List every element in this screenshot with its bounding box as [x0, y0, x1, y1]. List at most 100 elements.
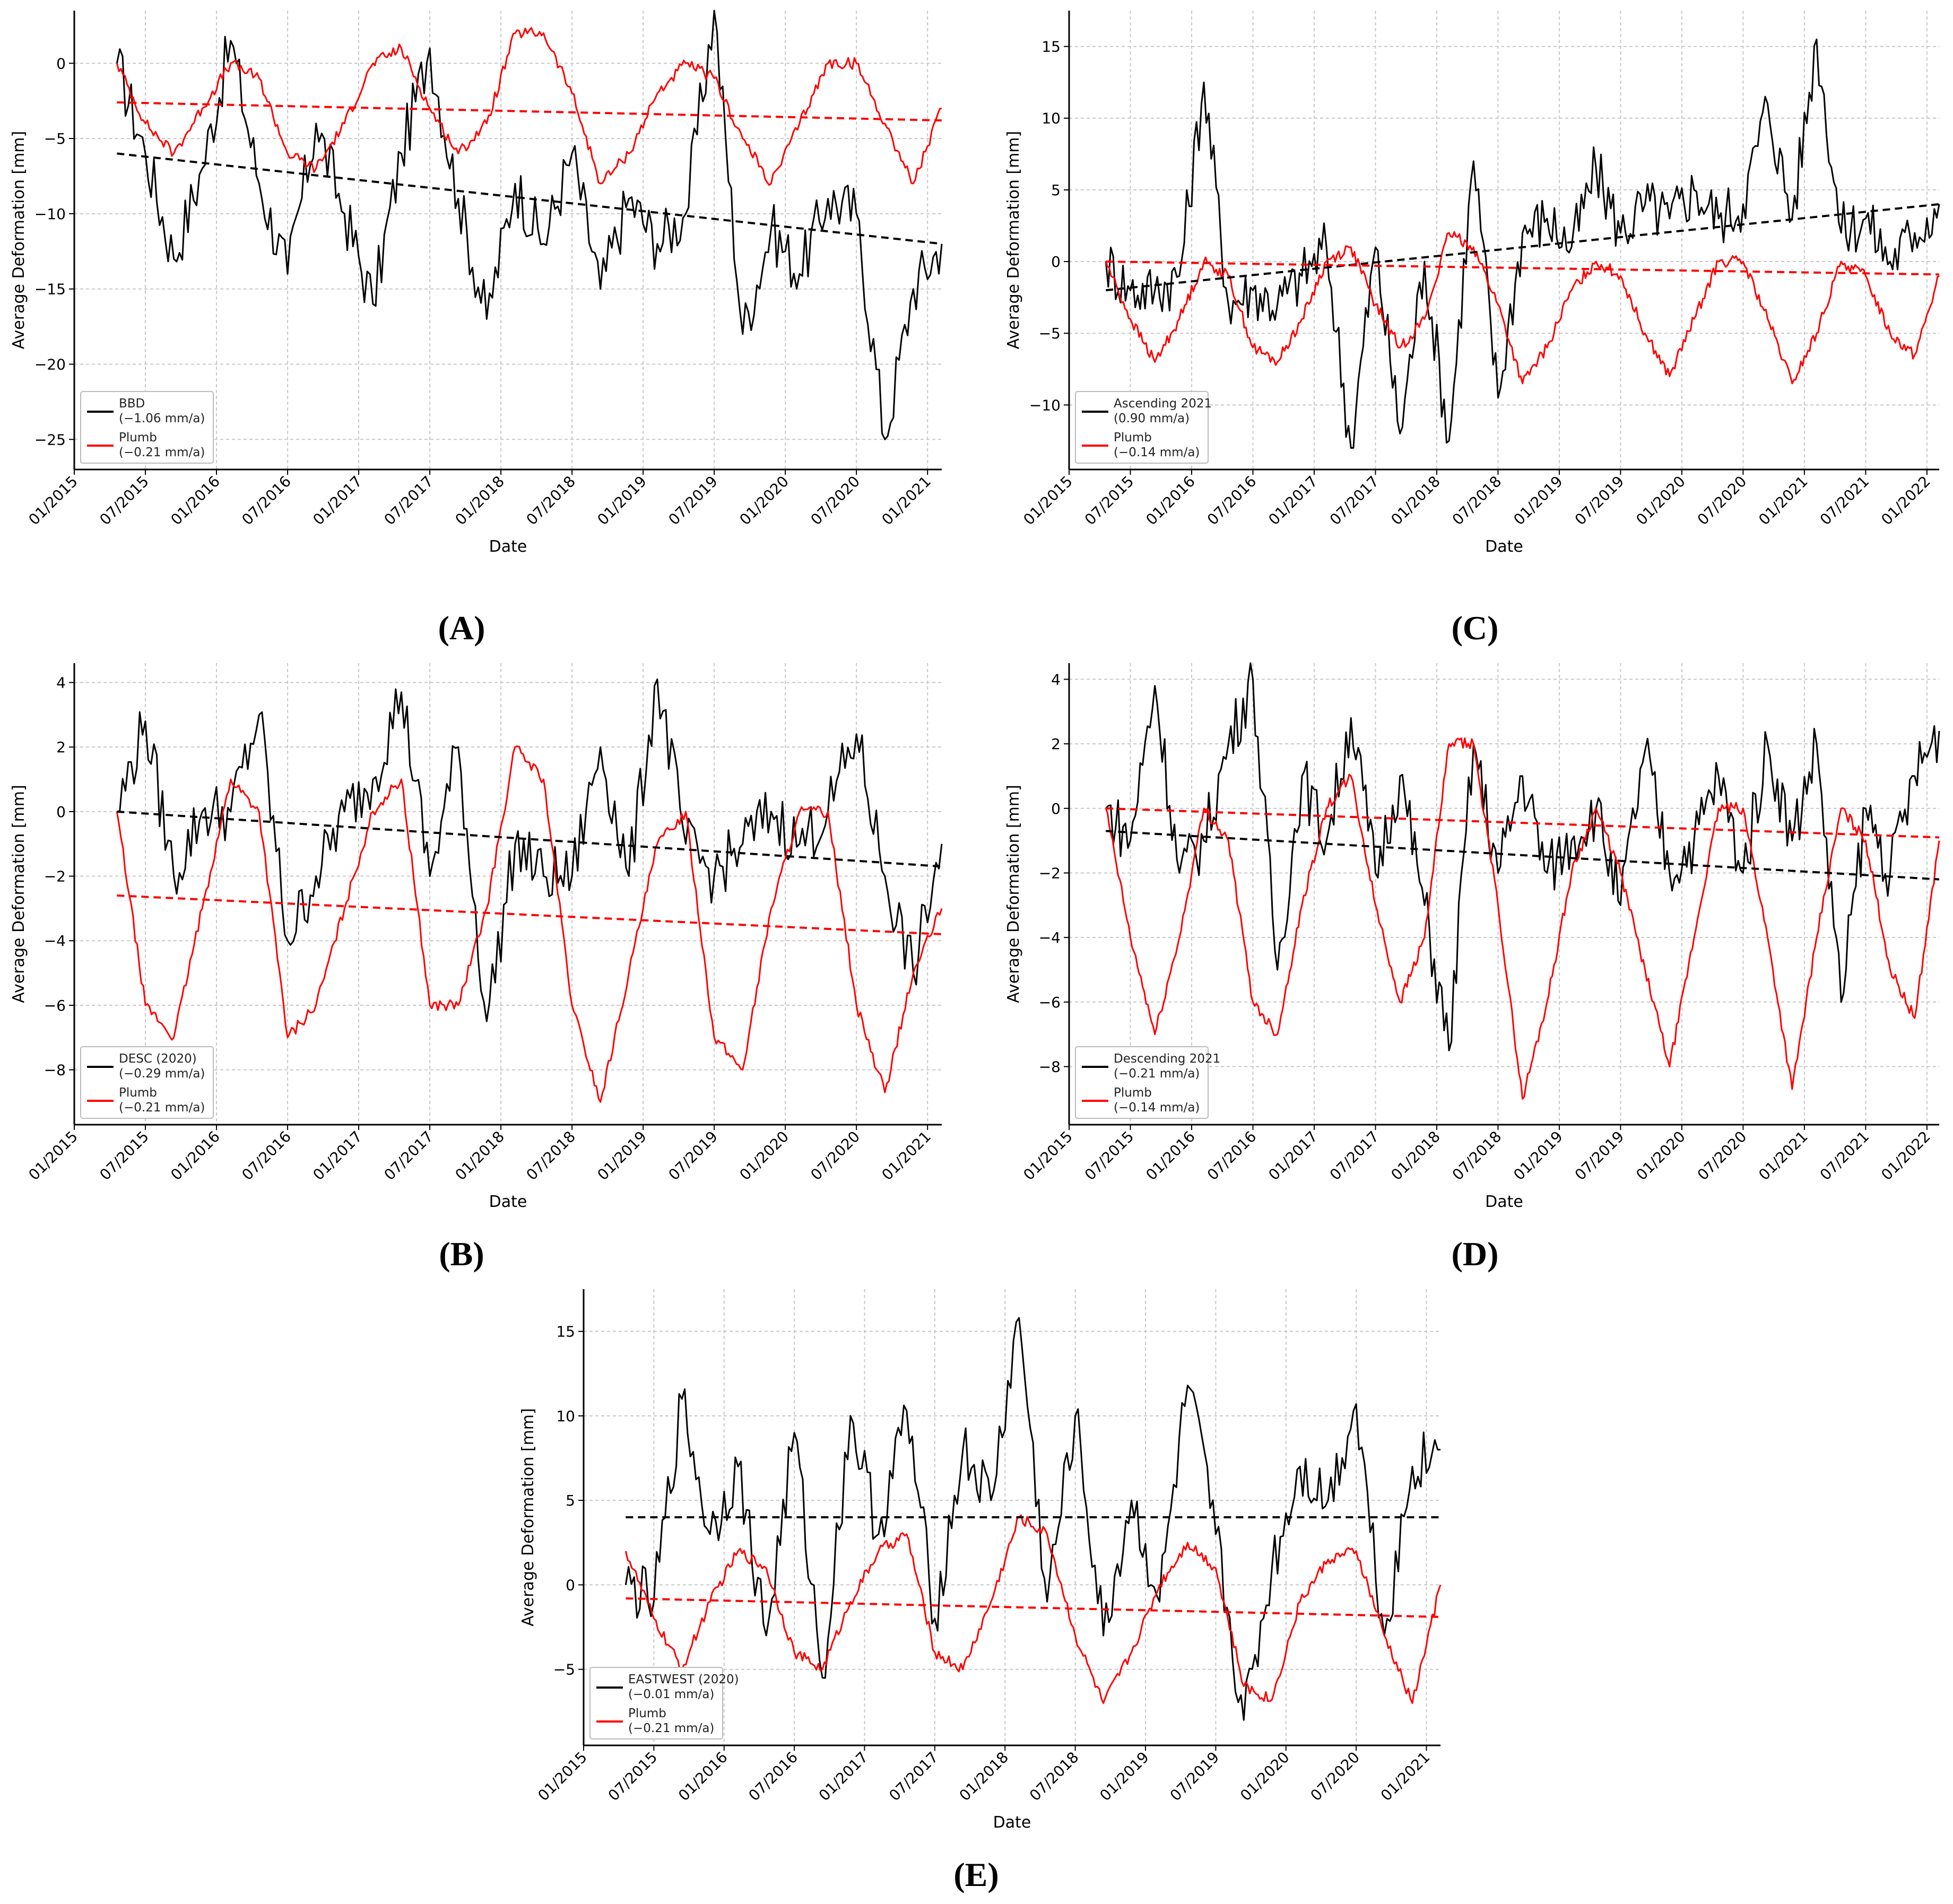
x-tick-label: 07/2020	[1694, 473, 1750, 529]
y-tick-label: 15	[1041, 38, 1061, 56]
legend-entry-name: Descending 2021	[1114, 1052, 1220, 1066]
y-tick-label: 4	[56, 674, 66, 692]
x-tick-label: 01/2019	[1510, 473, 1566, 529]
x-tick-label: 01/2018	[956, 1749, 1012, 1805]
x-tick-label: 01/2015	[25, 473, 81, 529]
series-line-plumb	[1105, 231, 1940, 385]
x-tick-label: 01/2022	[1878, 473, 1934, 529]
x-tick-label: 07/2017	[1326, 1128, 1383, 1184]
legend-entry-name: Plumb	[1114, 431, 1152, 445]
x-tick-label: 01/2017	[815, 1749, 872, 1805]
y-axis-label: Average Deformation [mm]	[10, 785, 28, 1003]
x-tick-label: 01/2021	[1755, 473, 1811, 529]
x-tick-label: 01/2021	[879, 473, 935, 529]
x-tick-label: 07/2015	[1081, 473, 1138, 529]
x-tick-label: 01/2020	[1237, 1749, 1293, 1805]
chart-panel-A: 0 −5 −10 −15 −20 −25 01/2015 07/2015 01/2016 07/2…	[10, 10, 943, 647]
x-tick-label: 01/2016	[1142, 473, 1199, 529]
y-tick-label: −2	[1039, 864, 1061, 882]
x-tick-label: 01/2016	[167, 1128, 223, 1184]
x-tick-label: 07/2019	[1572, 1128, 1628, 1184]
x-axis-label: Date	[489, 537, 527, 556]
x-tick-label: 07/2018	[1026, 1749, 1082, 1805]
panel-label: (E)	[953, 1856, 999, 1893]
legend-entry-rate: (0.90 mm/a)	[1114, 412, 1190, 425]
x-axis-label: Date	[489, 1193, 527, 1211]
series-line-ascending-trend	[1106, 203, 1940, 292]
y-tick-label: 5	[566, 1492, 575, 1509]
y-tick-label: −10	[1029, 396, 1061, 414]
x-tick-label: 01/2020	[736, 1128, 793, 1184]
x-tick-label: 07/2016	[238, 473, 294, 529]
legend-box	[1075, 391, 1209, 464]
series-line-bbd	[116, 10, 943, 440]
legend: BBD(−1.06 mm/a) Plumb(−0.21 mm/a)	[80, 391, 214, 464]
legend-entry-name: Plumb	[1114, 1086, 1152, 1100]
x-tick-label: 07/2016	[1204, 473, 1260, 529]
grid	[1069, 663, 1939, 1125]
legend-entry-rate: (−0.14 mm/a)	[1114, 446, 1200, 459]
x-tick-label: 07/2020	[1694, 1128, 1750, 1184]
y-tick-label: −25	[34, 431, 66, 448]
series-line-plumb	[624, 1514, 1442, 1704]
series-line-plumb	[116, 27, 942, 186]
x-tick-label: 07/2021	[1817, 1128, 1873, 1184]
y-axis-label: Average Deformation [mm]	[10, 131, 28, 349]
x-axis-label: Date	[1485, 537, 1523, 556]
x-tick-label: 07/2015	[96, 473, 152, 529]
x-tick-label: 01/2015	[25, 1128, 81, 1184]
x-tick-label: 07/2017	[886, 1749, 942, 1805]
y-tick-label: −4	[1039, 929, 1061, 946]
x-tick-label: 07/2018	[523, 1128, 579, 1184]
legend-box	[80, 391, 214, 464]
x-tick-label: 07/2016	[745, 1749, 801, 1805]
y-tick-label: −5	[1039, 325, 1061, 342]
x-tick-label: 07/2020	[1307, 1749, 1364, 1805]
series-line-plumb-trend	[117, 894, 942, 935]
x-tick-label: 07/2016	[1204, 1128, 1260, 1184]
x-tick-label: 01/2019	[594, 473, 650, 529]
legend: EASTWEST (2020) (−0.01 mm/a) Plumb (−0.21 m…	[589, 1667, 739, 1740]
series-line-plumb-trend	[1106, 807, 1940, 839]
x-tick-label: 01/2017	[1265, 1128, 1321, 1184]
x-tick-label: 01/2020	[1633, 473, 1689, 529]
x-tick-label: 01/2017	[309, 1128, 366, 1184]
x-tick-label: 07/2019	[1167, 1749, 1223, 1805]
legend-entry-rate: (−0.21 mm/a)	[628, 1722, 714, 1735]
x-tick-label: 01/2021	[1755, 1128, 1811, 1184]
legend-entry-name: Plumb	[119, 431, 157, 445]
x-tick-label: 01/2015	[1020, 1128, 1076, 1184]
x-tick-label: 01/2021	[1377, 1749, 1434, 1805]
legend-entry-name: DESC (2020)	[119, 1052, 197, 1066]
y-tick-label: 0	[1051, 800, 1061, 818]
legend-entry-rate: (−0.29 mm/a)	[119, 1067, 205, 1081]
x-tick-label: 07/2019	[665, 473, 722, 529]
x-tick-label: 07/2018	[1449, 1128, 1505, 1184]
x-tick-label: 01/2018	[452, 1128, 508, 1184]
legend: Ascending 2021(0.90 mm/a) Plumb(−0.14 mm/…	[1075, 391, 1212, 464]
x-tick-label: 01/2018	[1387, 1128, 1444, 1184]
legend-entry-rate: (−0.01 mm/a)	[628, 1688, 714, 1701]
y-tick-label: −5	[44, 130, 66, 147]
y-tick-label: 0	[566, 1576, 575, 1594]
x-axis-label: Date	[1485, 1193, 1523, 1211]
legend-entry-rate: (−0.21 mm/a)	[1114, 1067, 1200, 1081]
x-tick-label: 07/2019	[1572, 473, 1628, 529]
x-tick-label: 07/2019	[665, 1128, 722, 1184]
series-line-desc-trend	[117, 810, 942, 868]
x-tick-label: 07/2015	[1081, 1128, 1138, 1184]
x-tick-label: 07/2015	[96, 1128, 152, 1184]
y-tick-label: −6	[44, 997, 66, 1014]
panel-label: (D)	[1452, 1235, 1499, 1273]
y-tick-label: 15	[556, 1323, 575, 1341]
y-tick-label: −15	[34, 281, 66, 298]
legend-entry-rate: (−0.21 mm/a)	[119, 446, 205, 459]
x-tick-label: 07/2017	[1326, 473, 1383, 529]
x-tick-label: 07/2018	[523, 473, 579, 529]
y-tick-label: −2	[44, 868, 66, 885]
y-tick-label: −4	[44, 932, 66, 950]
x-tick-label: 01/2016	[1142, 1128, 1199, 1184]
y-tick-label: −8	[1039, 1058, 1061, 1075]
